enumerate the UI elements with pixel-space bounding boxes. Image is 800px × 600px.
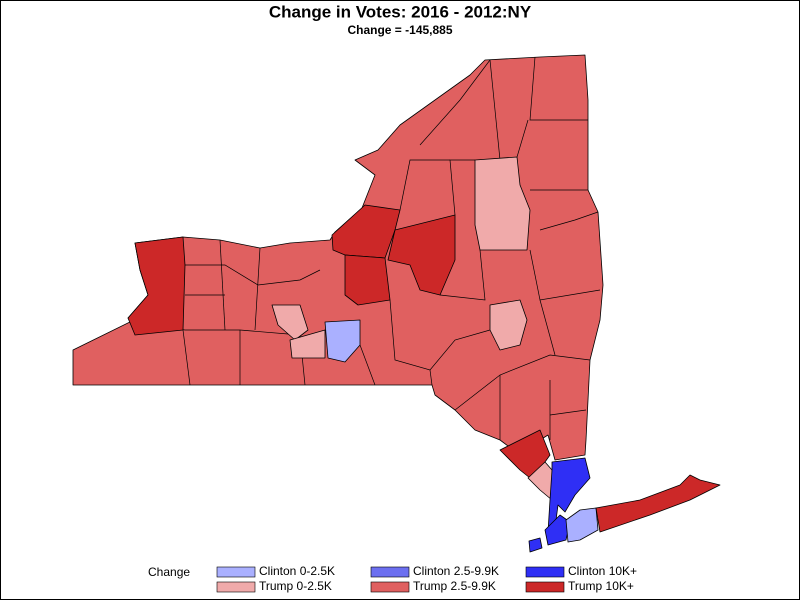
county xyxy=(271,304,309,341)
legend-label: Trump 2.5-9.9K xyxy=(413,579,496,593)
county xyxy=(289,329,326,359)
county xyxy=(547,457,591,533)
legend-label: Trump 10K+ xyxy=(568,579,634,593)
county xyxy=(565,507,599,543)
legend-swatch xyxy=(525,581,565,593)
county xyxy=(387,214,456,296)
county xyxy=(595,474,721,533)
map-title: Change in Votes: 2016 - 2012:NY xyxy=(269,2,532,21)
county xyxy=(331,204,401,259)
county xyxy=(489,299,528,351)
county xyxy=(324,319,361,363)
legend-label: Clinton 0-2.5K xyxy=(259,564,335,578)
legend-swatch xyxy=(216,581,256,593)
legend-label: Clinton 2.5-9.9K xyxy=(413,564,499,578)
legend-title: Change xyxy=(148,565,190,579)
county xyxy=(474,156,531,251)
legend-swatch xyxy=(370,581,410,593)
legend-swatch xyxy=(370,566,410,578)
legend: Change Clinton 0-2.5K Clinton 2.5-9.9K Cli… xyxy=(148,564,637,593)
legend-swatch xyxy=(216,566,256,578)
legend-swatch xyxy=(525,566,565,578)
county-borders xyxy=(129,56,601,440)
state-map xyxy=(72,54,721,553)
county xyxy=(127,236,186,336)
county xyxy=(528,537,543,553)
map-subtitle: Change = -145,885 xyxy=(347,23,452,37)
county xyxy=(344,254,391,306)
legend-label: Clinton 10K+ xyxy=(568,564,637,578)
legend-label: Trump 0-2.5K xyxy=(259,579,332,593)
